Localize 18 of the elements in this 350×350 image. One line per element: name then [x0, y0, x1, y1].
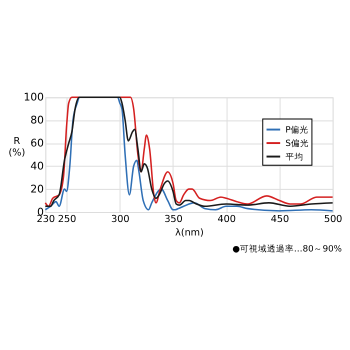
x-axis-title: λ(nm) [175, 228, 204, 239]
x-tick-label: 350 [164, 214, 183, 226]
legend-label: S偏光 [285, 138, 309, 149]
y-tick-label: 40 [30, 160, 44, 172]
y-tick-label: 60 [30, 138, 44, 150]
y-tick-label: 20 [30, 183, 44, 196]
x-tick-label: 250 [58, 214, 76, 226]
y-tick-label: 80 [30, 114, 44, 127]
x-tick-label: 450 [270, 214, 290, 226]
y-axis-title: R (%) [8, 136, 26, 159]
x-tick-label: 230 [36, 214, 55, 226]
y-tick-label: 100 [24, 92, 44, 104]
x-tick-label: 300 [111, 214, 130, 226]
legend-label: P偏光 [285, 124, 309, 136]
text: ●可視域透過率…80～90% [232, 244, 342, 255]
x-tick-label: 500 [324, 214, 342, 226]
legend-label: 平均 [285, 151, 304, 162]
x-tick-label: 400 [218, 214, 236, 226]
